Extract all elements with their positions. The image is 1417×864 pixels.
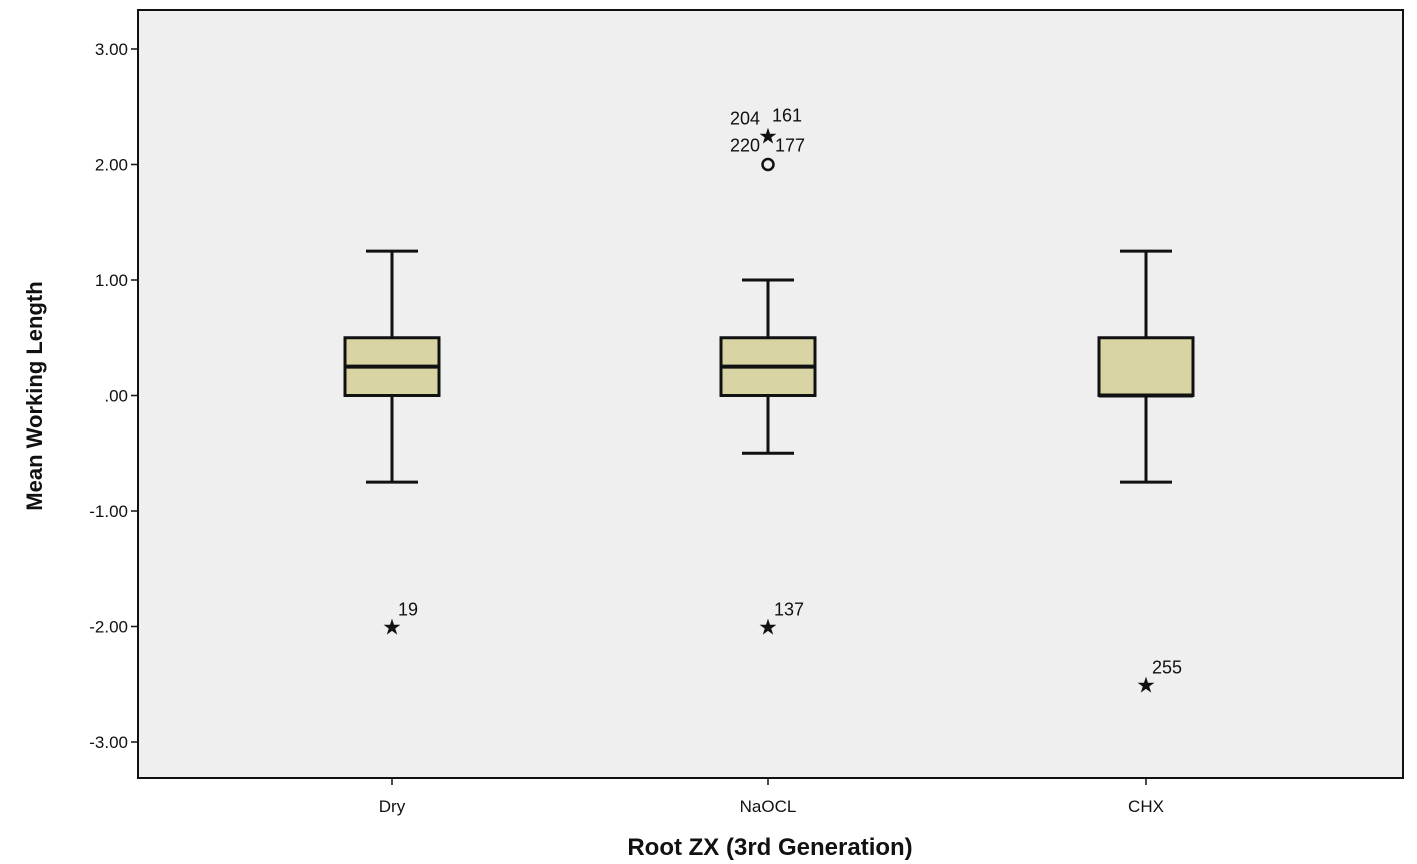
y-tick-label: -1.00: [89, 502, 128, 521]
x-tick-label: CHX: [1128, 797, 1164, 816]
outlier-star: ★: [382, 616, 402, 641]
box-chx: [1097, 336, 1195, 397]
outlier-star: ★: [758, 616, 778, 641]
y-tick-label: -2.00: [89, 618, 128, 637]
outlier-circle: [761, 157, 775, 172]
x-axis-title: Root ZX (3rd Generation): [627, 834, 912, 861]
y-tick-label: -3.00: [89, 733, 128, 752]
y-tick-label: .00: [104, 387, 128, 406]
outlier-star: ★: [1136, 673, 1156, 698]
y-tick-label: 1.00: [95, 271, 128, 290]
y-tick-label: 2.00: [95, 156, 128, 175]
outlier-label: 204: [730, 109, 760, 129]
y-axis-title: Mean Working Length: [22, 281, 47, 510]
outlier-label: 255: [1152, 657, 1182, 677]
y-tick-label: 3.00: [95, 40, 128, 59]
outlier-star: ★: [758, 125, 778, 150]
x-tick-label: NaOCL: [740, 797, 797, 816]
outlier-label: 19: [398, 600, 418, 620]
outlier-label: 137: [774, 600, 804, 620]
outlier-label: 177: [775, 136, 805, 156]
x-tick-label: Dry: [379, 797, 406, 816]
outlier-label: 161: [772, 106, 802, 126]
outlier-label: 220: [730, 136, 760, 156]
